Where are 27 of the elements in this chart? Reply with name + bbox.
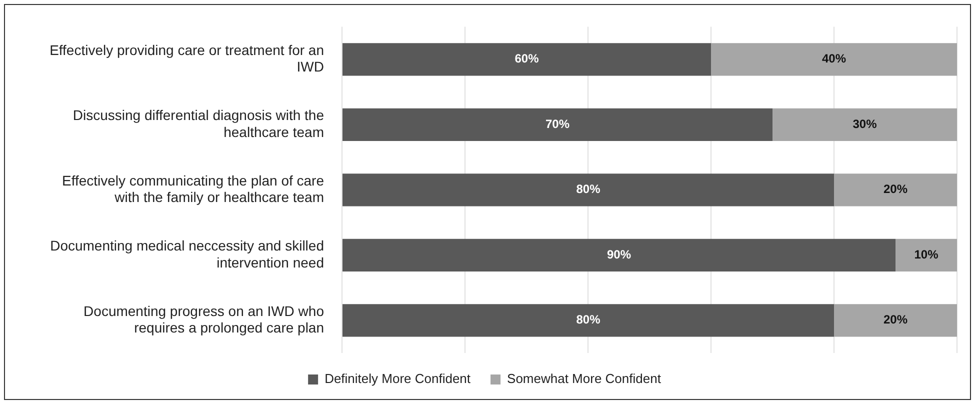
data-label: 10%: [914, 247, 939, 262]
bar: [342, 108, 772, 141]
bar: [342, 174, 834, 206]
data-label: 40%: [822, 52, 846, 66]
data-label: 30%: [852, 116, 878, 131]
data-label: 70%: [545, 116, 570, 131]
data-label: 80%: [576, 182, 601, 196]
y-tick-label: Documenting progress on an IWD who requires a prolonged care plan: [84, 302, 324, 336]
legend-label: Somewhat More Confident: [507, 371, 662, 386]
bar: [342, 304, 834, 337]
y-tick-label: Effectively communicating the plan of care with the family or healthcare team: [62, 172, 324, 206]
y-tick-label: Effectively providing care or treatment for an IWD: [50, 42, 324, 75]
bar: [342, 238, 896, 272]
bar: [772, 108, 957, 141]
data-label: 20%: [883, 182, 908, 196]
y-tick-label: Discussing differential diagnosis with the healthcare team: [72, 107, 324, 140]
data-label: 20%: [883, 312, 908, 327]
bar: [834, 174, 957, 206]
y-tick-label: Documenting medical neccessity and skilled intervention need: [50, 238, 324, 270]
data-label: 60%: [514, 52, 540, 66]
data-label: 80%: [576, 312, 601, 327]
legend-label: Definitely More Confident: [324, 371, 471, 386]
bar: [834, 304, 957, 337]
bar: [711, 43, 957, 76]
bar: [342, 43, 711, 76]
data-label: 90%: [606, 247, 632, 262]
bar: [896, 238, 957, 272]
